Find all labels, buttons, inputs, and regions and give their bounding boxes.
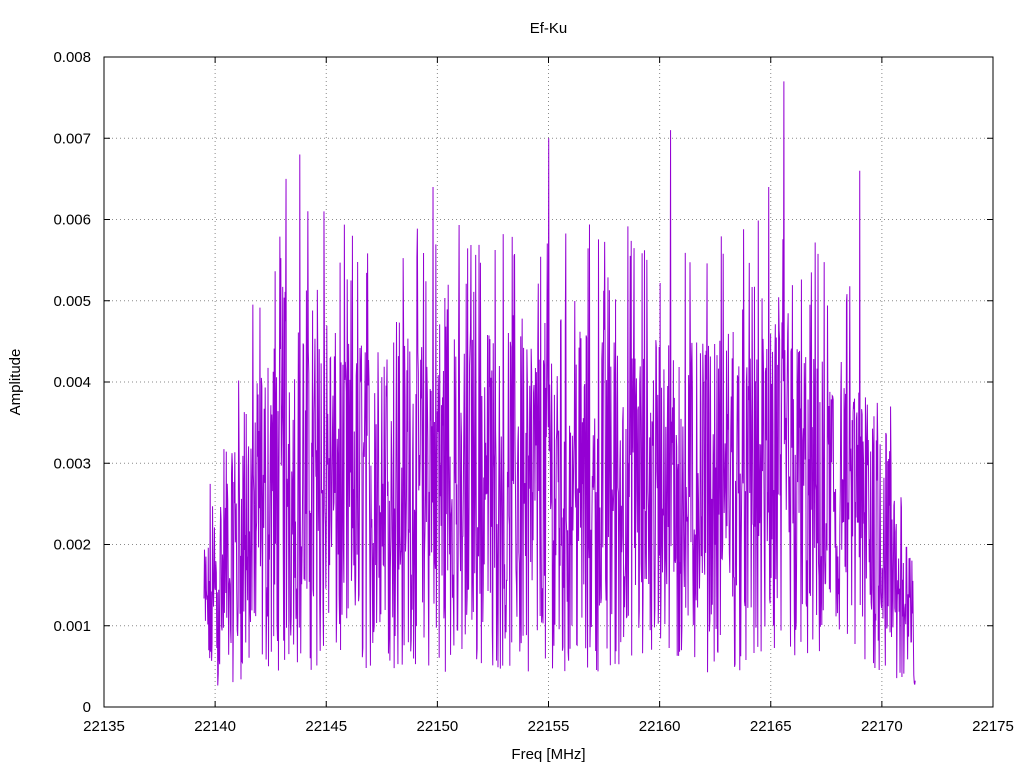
x-tick-label: 22165 [750, 718, 792, 735]
x-tick-label: 22140 [194, 718, 236, 735]
x-axis-label: Freq [MHz] [511, 746, 585, 763]
y-tick-label: 0.002 [53, 537, 91, 554]
x-tick-label: 22175 [972, 718, 1014, 735]
series-line [203, 81, 916, 686]
x-tick-label: 22145 [305, 718, 347, 735]
plot-frame [103, 56, 994, 708]
x-tick-label: 22150 [417, 718, 459, 735]
y-tick-label: 0.005 [53, 293, 91, 310]
x-tick-label: 22170 [861, 718, 903, 735]
x-tick-label: 22160 [639, 718, 681, 735]
y-tick-label: 0.006 [53, 212, 91, 229]
y-tick-label: 0.001 [53, 618, 91, 635]
y-tick-label: 0.008 [53, 49, 91, 66]
chart-title: Ef-Ku [530, 20, 568, 37]
axis-ticks: 22135 22140 22145 22150 22155 22160 22165 22170… [53, 49, 1013, 735]
y-tick-label: 0.007 [53, 130, 91, 147]
y-tick-label: 0.003 [53, 455, 91, 472]
y-axis-label: Amplitude [7, 349, 24, 416]
series-group [203, 81, 916, 686]
x-tick-label: 22135 [83, 718, 125, 735]
y-tick-label: 0.004 [53, 374, 91, 391]
y-tick-label: 0 [83, 699, 91, 716]
x-tick-label: 22155 [528, 718, 570, 735]
